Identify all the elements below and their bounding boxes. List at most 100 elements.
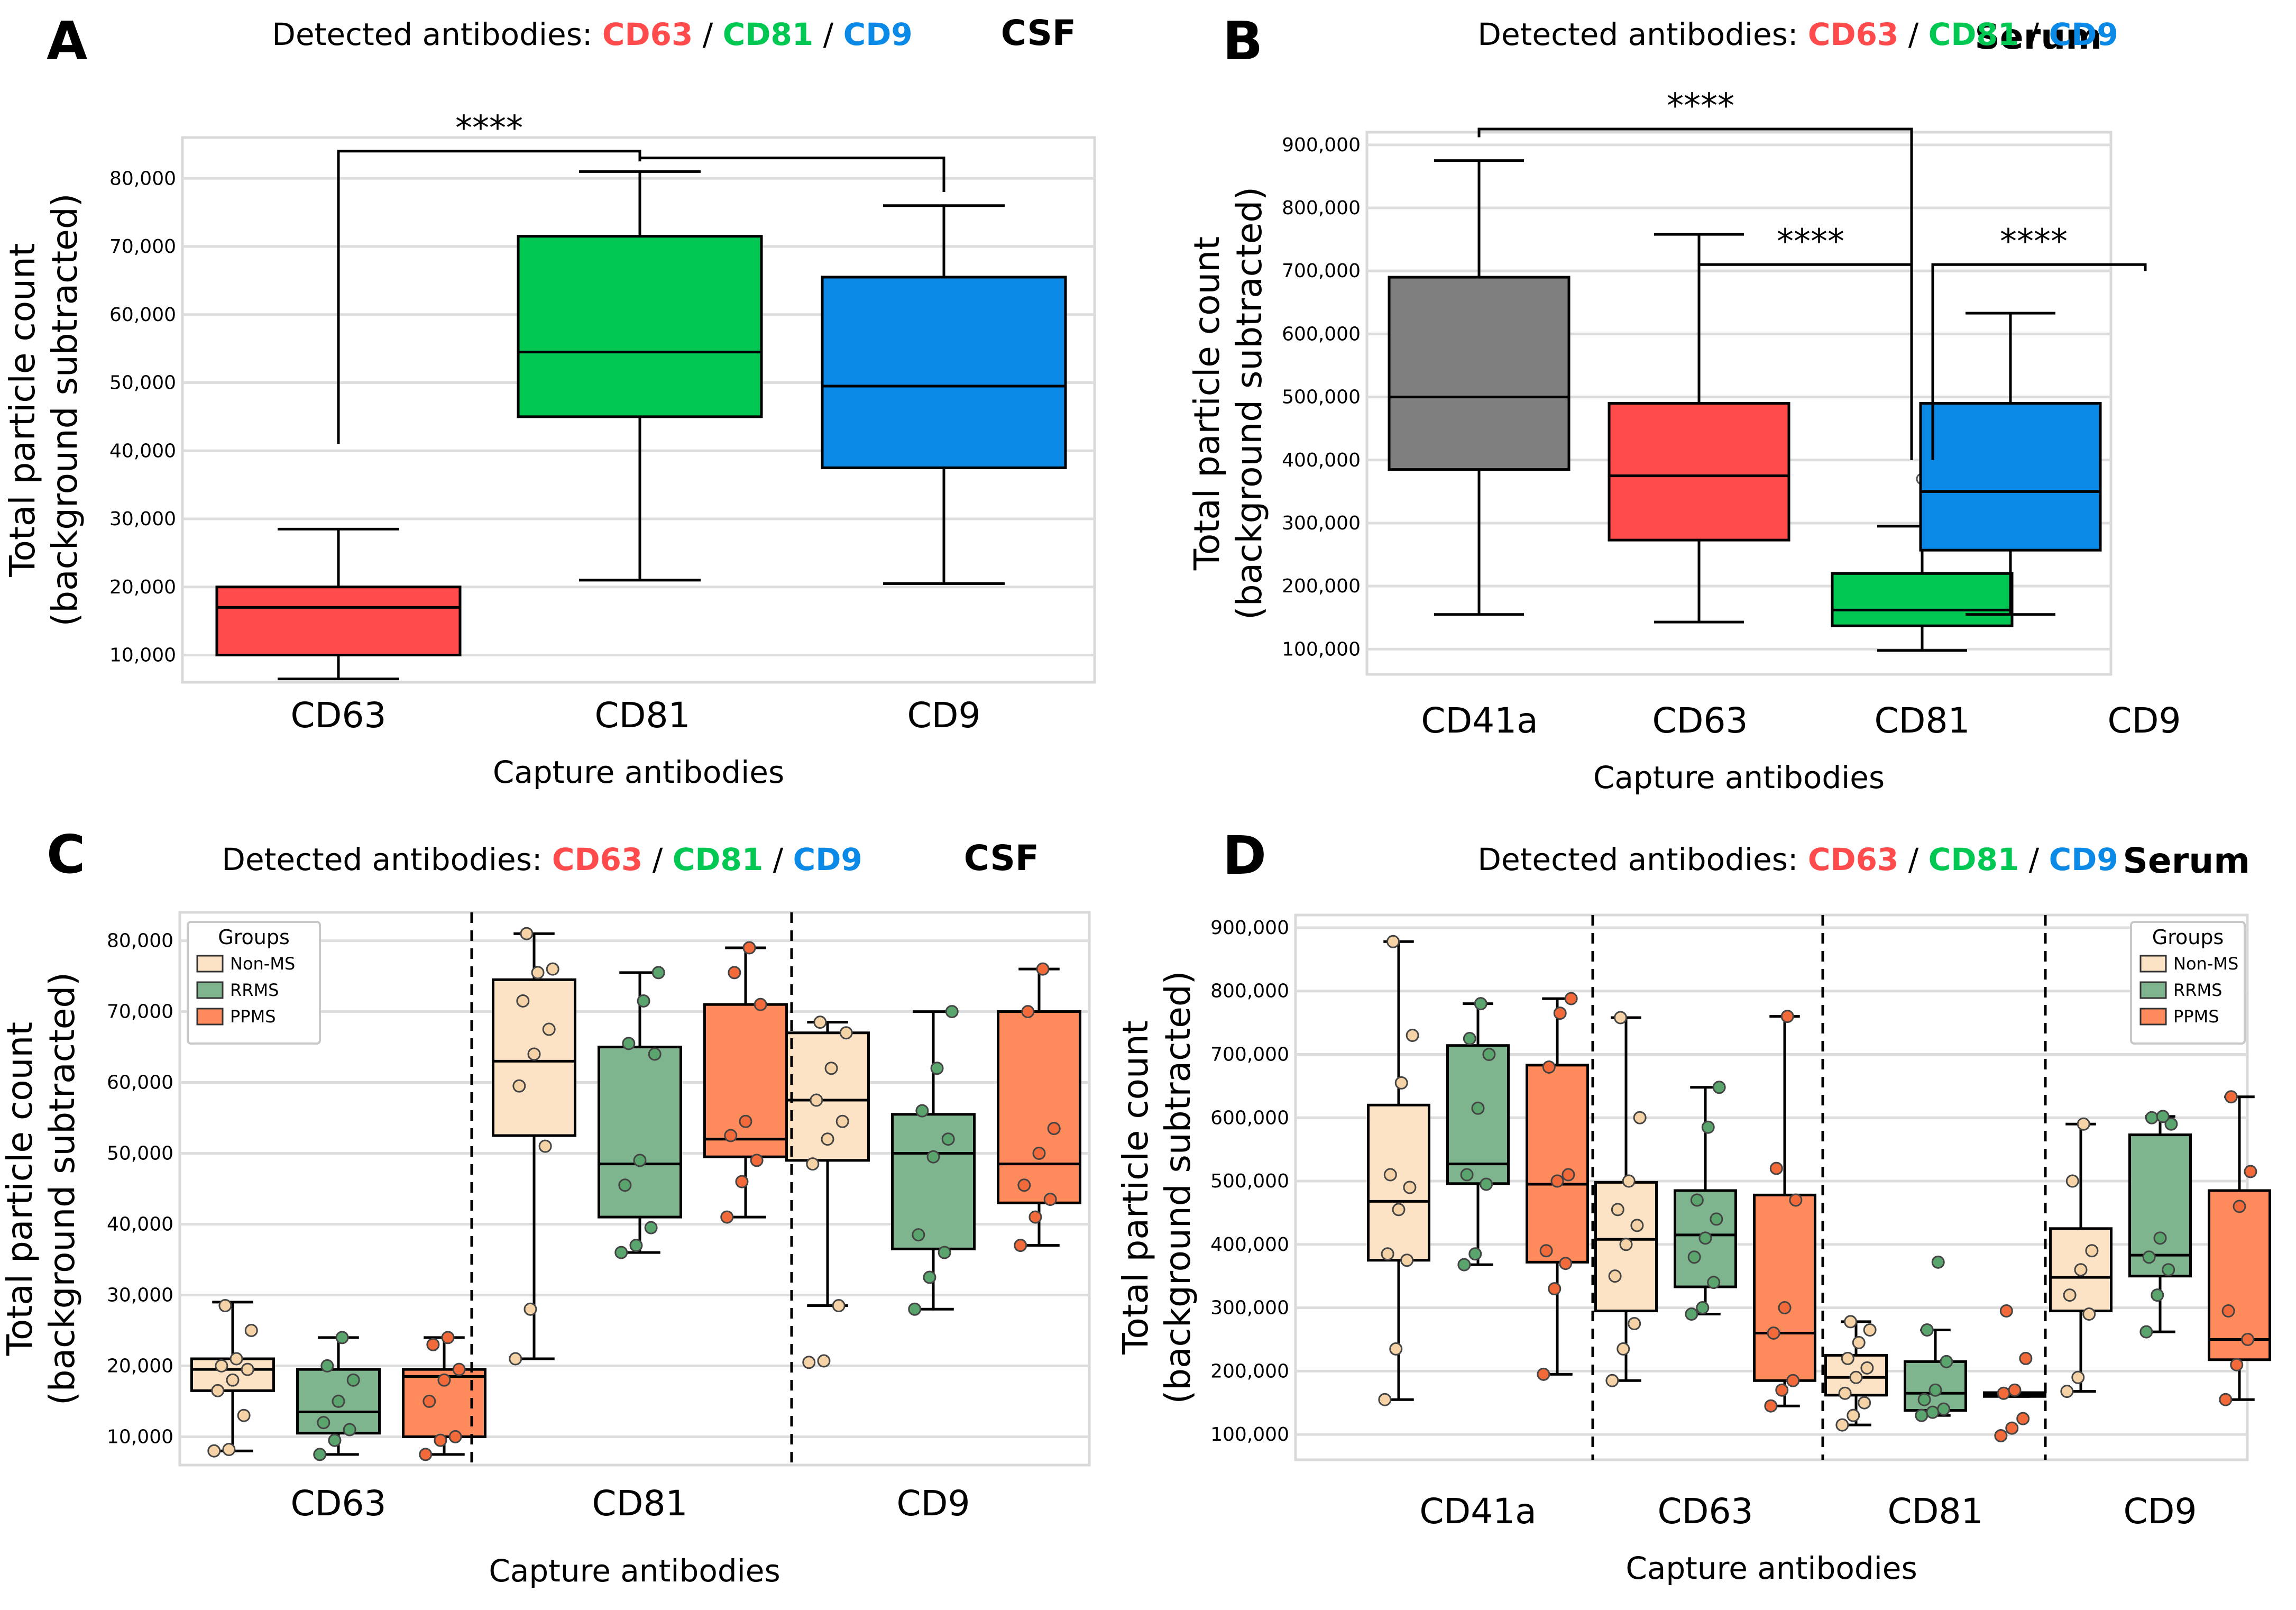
data-point: [215, 1359, 228, 1373]
box-RRMS: [296, 1331, 381, 1461]
x-axis-label: Capture antibodies: [493, 754, 784, 790]
data-point: [1386, 935, 1400, 948]
data-point: [806, 1157, 820, 1171]
data-point: [1844, 1315, 1858, 1329]
data-point: [332, 1394, 345, 1408]
y-tick-label: 200,000: [1210, 1360, 1289, 1382]
box-Non-MS: [1824, 1315, 1888, 1432]
box-CD81: [517, 170, 763, 582]
y-axis-label: Total particle count: [1187, 236, 1227, 571]
box-PPMS: [703, 941, 788, 1224]
box-body: [1367, 1103, 1430, 1262]
legend: Groups Non-MS RRMS PPMS: [187, 921, 321, 1045]
y-tick-label: 40,000: [109, 440, 176, 462]
title-prefix: Detected antibodies:: [272, 16, 602, 52]
y-tick-label: 70,000: [109, 236, 176, 258]
data-point: [1696, 1301, 1710, 1315]
box-PPMS: [1753, 1010, 1816, 1413]
title-antibody-CD9: CD9: [793, 841, 862, 877]
data-point: [1564, 992, 1578, 1005]
x-tick-label: CD81: [595, 695, 691, 736]
data-point: [614, 1246, 628, 1259]
data-point: [1838, 1386, 1852, 1400]
data-point: [1480, 1177, 1493, 1191]
legend-swatch-Non-MS: [196, 955, 224, 973]
data-point: [824, 1062, 838, 1075]
box-Non-MS: [492, 927, 576, 1366]
data-point: [637, 994, 650, 1008]
data-point: [1710, 1212, 1723, 1226]
data-point: [941, 1132, 955, 1146]
data-point: [1614, 1011, 1628, 1024]
data-point: [1917, 1393, 1931, 1406]
data-point: [1847, 1408, 1860, 1422]
data-point: [835, 1114, 849, 1128]
data-point: [2241, 1332, 2255, 1346]
data-point: [754, 998, 767, 1011]
title-prefix: Detected antibodies:: [222, 841, 552, 877]
data-point: [229, 1352, 243, 1366]
data-point: [945, 1005, 959, 1019]
data-point: [648, 1047, 662, 1061]
data-point: [2008, 1383, 2022, 1397]
data-point: [1920, 1323, 1934, 1337]
box-RRMS: [1446, 997, 1510, 1271]
data-point: [2156, 1110, 2170, 1123]
title-antibody-CD63: CD63: [602, 16, 693, 52]
data-point: [241, 1362, 254, 1376]
data-point: [313, 1448, 327, 1461]
box-body: [1753, 1193, 1816, 1382]
data-point: [1630, 1219, 1644, 1232]
data-point: [1767, 1326, 1780, 1340]
data-point: [1537, 1367, 1550, 1381]
data-point: [1032, 1147, 1046, 1160]
data-point: [810, 1093, 823, 1107]
panel-D: 100,000 200,000 300,000 400,000 500,000 600,0…: [1115, 825, 2271, 1586]
box-body: [1831, 572, 2014, 627]
data-point: [2153, 1231, 2167, 1245]
legend-label: RRMS: [2173, 980, 2222, 1000]
box-body: [598, 1046, 682, 1219]
y-axis-label-sub: (background subtracted): [44, 193, 85, 626]
legend-title: Groups: [2152, 926, 2224, 949]
data-point: [1562, 1168, 1575, 1182]
box-PPMS: [997, 962, 1081, 1252]
x-tick-label: CD63: [291, 695, 387, 736]
data-point: [426, 1338, 440, 1351]
data-point: [2221, 1304, 2235, 1318]
data-point: [419, 1448, 433, 1461]
y-tick-label: 300,000: [1282, 513, 1361, 534]
data-point: [1028, 1210, 1042, 1224]
data-point: [244, 1323, 258, 1337]
box-body: [821, 276, 1067, 469]
data-point: [2077, 1117, 2090, 1131]
data-point: [434, 1433, 447, 1447]
y-tick-label: 60,000: [107, 1072, 173, 1094]
data-point: [2082, 1307, 2096, 1321]
title-antibody-CD63: CD63: [1808, 16, 1898, 52]
data-point: [1619, 1238, 1633, 1251]
y-axis-label-sub: (background subtracted): [1229, 187, 1270, 620]
box-Non-MS: [785, 1016, 870, 1369]
data-point: [1997, 1386, 2010, 1400]
x-axis-label: Capture antibodies: [1625, 1550, 1917, 1586]
y-axis-label: Total particle count: [0, 1022, 40, 1356]
sample-label: CSF: [1001, 13, 1076, 53]
data-point: [1858, 1396, 1871, 1410]
data-point: [1690, 1193, 1704, 1207]
x-axis-label: Capture antibodies: [1593, 760, 1885, 795]
sample-label: Serum: [2123, 840, 2250, 881]
data-point: [1701, 1120, 1715, 1134]
data-point: [516, 994, 530, 1008]
y-tick-label: 100,000: [1210, 1424, 1289, 1446]
y-tick-label: 700,000: [1282, 260, 1361, 282]
data-point: [2063, 1288, 2077, 1302]
data-point: [335, 1331, 349, 1344]
box-body: [1388, 276, 1571, 471]
title-separator: /: [813, 16, 843, 52]
data-point: [207, 1444, 221, 1458]
data-point: [1611, 1203, 1624, 1216]
box-Non-MS: [1367, 935, 1430, 1406]
data-point: [542, 1022, 556, 1036]
panel-letter: D: [1223, 825, 1266, 886]
